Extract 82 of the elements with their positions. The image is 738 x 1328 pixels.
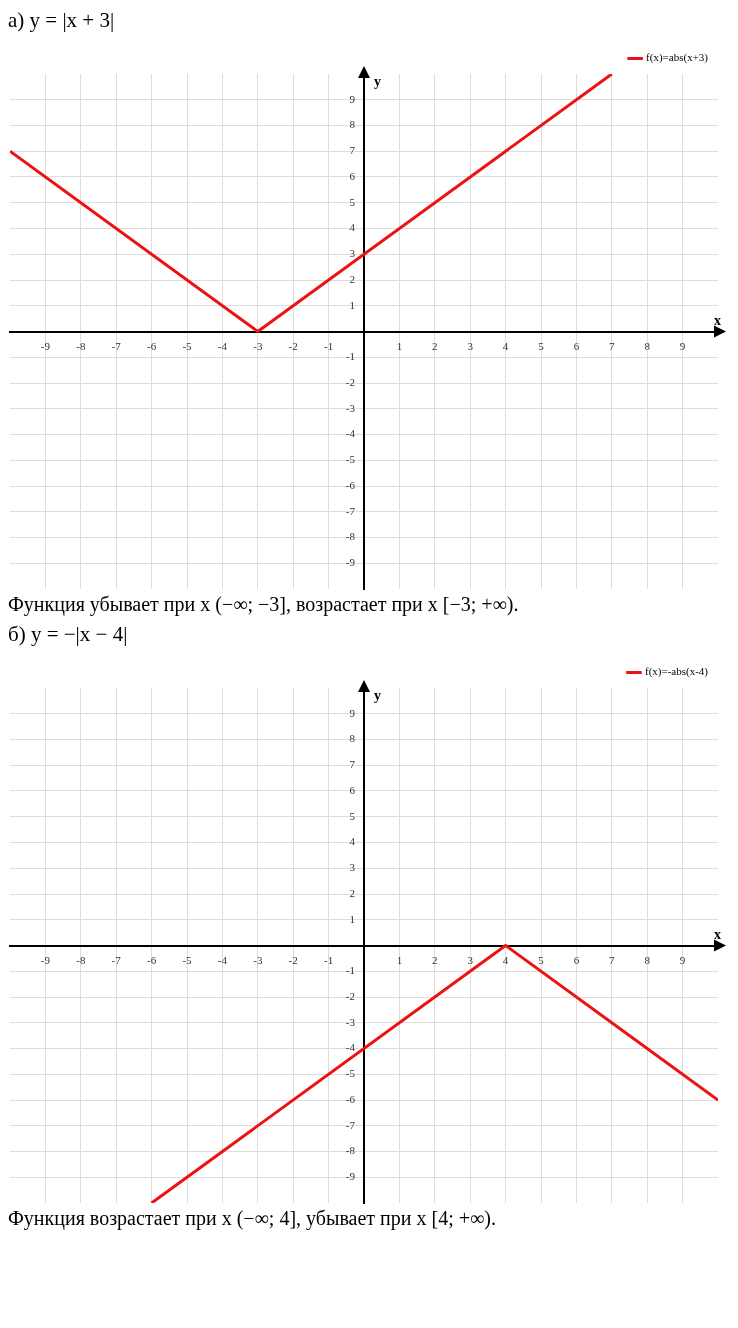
y-tick-label: -3 [345, 1015, 356, 1028]
x-tick-label: -6 [147, 953, 157, 966]
x-tick-label: 6 [573, 953, 580, 966]
x-tick-label: -7 [111, 339, 122, 352]
x-tick-label: -1 [324, 339, 334, 352]
x-tick-label: 8 [644, 339, 651, 352]
x-tick-label: -1 [324, 953, 334, 966]
y-tick-label: -2 [345, 989, 355, 1002]
y-tick-label: 7 [349, 758, 356, 771]
x-tick-label: 3 [467, 953, 474, 966]
y-tick-label: 1 [349, 298, 355, 311]
y-tick-label: -9 [345, 556, 356, 569]
y-tick-label: -7 [345, 1118, 356, 1131]
y-tick-label: -6 [345, 1092, 356, 1105]
y-tick-label: -4 [345, 427, 356, 440]
y-tick-label: -1 [345, 964, 355, 977]
y-tick-label: -5 [345, 453, 356, 466]
x-tick-label: -5 [182, 953, 193, 966]
legend-label: f(x)=-abs(x-4) [644, 665, 709, 679]
y-tick-label: 7 [349, 144, 356, 157]
x-tick-label: -8 [76, 953, 86, 966]
x-tick-label: 7 [609, 339, 616, 352]
y-tick-label: -2 [345, 375, 355, 388]
x-tick-label: -8 [76, 339, 86, 352]
y-tick-label: 8 [349, 118, 356, 131]
chart-title: б) y = −|x − 4| [8, 622, 129, 647]
x-tick-label: 9 [679, 339, 686, 352]
x-tick-label: 2 [432, 953, 438, 966]
x-tick-label: -6 [147, 339, 157, 352]
y-tick-label: -9 [345, 1170, 356, 1183]
x-tick-label: -2 [288, 339, 298, 352]
y-tick-label: 4 [349, 221, 356, 234]
x-tick-label: 5 [538, 339, 545, 352]
x-tick-label: 1 [396, 339, 403, 352]
y-tick-label: 5 [349, 809, 356, 822]
x-tick-label: -7 [111, 953, 122, 966]
y-axis-title: y [374, 687, 381, 703]
x-tick-label: -3 [253, 953, 263, 966]
y-tick-label: -4 [345, 1041, 356, 1054]
x-axis-title: x [714, 313, 721, 329]
x-tick-label: 4 [502, 339, 509, 352]
y-tick-label: -7 [345, 504, 356, 517]
y-tick-label: 3 [349, 861, 356, 874]
y-tick-label: 9 [349, 706, 356, 719]
y-tick-label: -1 [345, 350, 355, 363]
x-tick-label: 9 [679, 953, 686, 966]
y-tick-label: -5 [345, 1067, 356, 1080]
y-tick-label: 6 [349, 169, 356, 182]
x-tick-label: -9 [40, 953, 51, 966]
x-tick-label: 2 [432, 339, 438, 352]
y-tick-label: -6 [345, 478, 356, 491]
y-axis-title: y [374, 73, 381, 89]
y-tick-label: -3 [345, 401, 356, 414]
x-tick-label: 4 [502, 953, 509, 966]
x-tick-label: 6 [573, 339, 580, 352]
y-tick-label: 5 [349, 195, 356, 208]
x-axis-title: x [714, 927, 721, 943]
x-tick-label: -5 [182, 339, 193, 352]
y-tick-label: 4 [349, 835, 356, 848]
x-tick-label: 7 [609, 953, 616, 966]
y-tick-label: 2 [349, 886, 355, 899]
text: Функция убывает при x (−∞; −3], возрастает при x [−3; +∞). [8, 593, 520, 616]
chart-title: а) y = |x + 3| [8, 8, 116, 33]
y-tick-label: 1 [349, 912, 355, 925]
x-tick-label: 5 [538, 953, 545, 966]
x-tick-label: -9 [40, 339, 51, 352]
y-tick-label: 6 [349, 783, 356, 796]
y-tick-label: 3 [349, 247, 356, 260]
y-tick-label: 8 [349, 732, 356, 745]
y-tick-label: 9 [349, 92, 356, 105]
x-tick-label: -3 [253, 339, 263, 352]
y-tick-label: 2 [349, 272, 355, 285]
legend-label: f(x)=abs(x+3) [646, 51, 709, 65]
x-tick-label: 1 [396, 953, 403, 966]
y-tick-label: -8 [345, 1144, 356, 1157]
x-tick-label: 3 [467, 339, 474, 352]
x-tick-label: -2 [288, 953, 298, 966]
x-tick-label: -4 [217, 953, 228, 966]
text: Функция возрастает при x (−∞; 4], убывает при x [4; +∞). [8, 1207, 497, 1230]
y-tick-label: -8 [345, 530, 356, 543]
x-tick-label: 8 [644, 953, 651, 966]
x-tick-label: -4 [217, 339, 228, 352]
